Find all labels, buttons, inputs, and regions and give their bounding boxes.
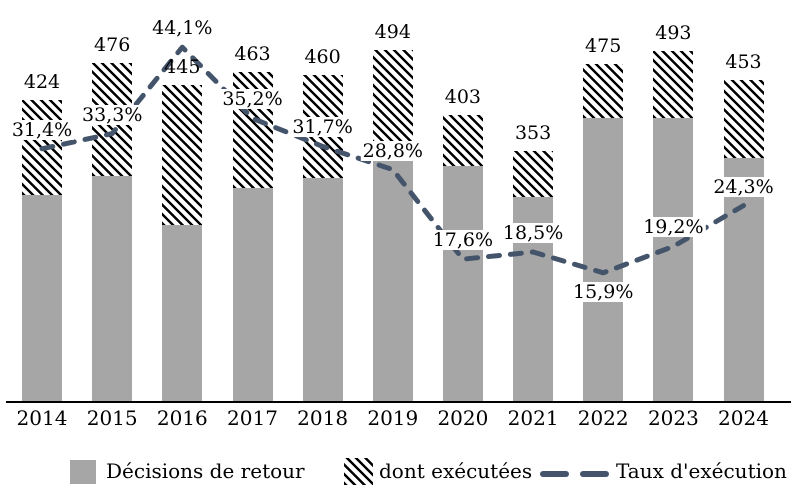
legend-dash-taux-execution [540,471,609,477]
x-axis-label-2019: 2019 [367,406,419,430]
x-axis-label-2020: 2020 [437,406,489,430]
rate-label-2015: 33,3% [80,103,145,126]
legend-swatch-dont-executees [344,458,373,485]
bar-hatched-segment-2024 [723,79,764,158]
x-axis-label-2015: 2015 [86,406,138,430]
bar-hatched-segment-2014 [22,100,62,195]
bar-total-label-2021: 353 [514,121,552,144]
bar-total-label-2019: 494 [374,21,411,44]
x-axis-label-2016: 2016 [156,406,208,430]
bar-2020 [442,115,483,402]
bar-total-label-2020: 403 [444,86,482,109]
legend-label-decisions-de-retour: Décisions de retour [106,459,305,483]
bar-hatched-segment-2020 [442,115,483,166]
bar-total-label-2017: 463 [234,43,271,66]
bar-2014 [22,100,62,402]
bar-total-label-2018: 460 [304,45,341,68]
x-axis-label-2022: 2022 [577,406,629,430]
x-axis-label-2014: 2014 [16,406,68,430]
rate-label-2023: 19,2% [641,216,706,239]
bar-total-label-2014: 424 [23,71,61,94]
bar-total-label-2023: 493 [655,22,692,44]
rate-label-2022: 15,9% [571,280,636,303]
rate-label-2024: 24,3% [711,175,776,198]
bar-2021 [513,150,554,402]
bar-hatched-segment-2019 [372,50,413,152]
bar-total-label-2015: 476 [94,34,131,57]
rate-label-2014: 31,4% [9,118,75,141]
bar-2024 [723,79,764,402]
x-axis-label-2021: 2021 [507,406,559,430]
bar-hatched-segment-2022 [583,63,624,118]
rate-label-2019: 28,8% [360,139,425,162]
x-axis-label-2018: 2018 [297,406,349,430]
legend-label-dont-executees: dont exécutées [379,459,533,483]
rate-label-2018: 31,7% [290,116,355,139]
bar-2017 [232,72,273,402]
x-axis-line [6,401,791,403]
bar-2022 [583,63,624,402]
bar-hatched-segment-2023 [653,51,694,119]
bar-hatched-segment-2016 [162,85,203,225]
x-axis-label-2023: 2023 [647,406,699,430]
rate-label-2017: 35,2% [220,88,285,111]
rate-label-2021: 18,5% [500,222,566,244]
legend-swatch-decisions-de-retour [70,460,96,484]
bar-total-label-2024: 453 [725,50,762,73]
rate-label-2020: 17,6% [430,229,496,252]
rate-label-2016: 44,1% [150,17,215,40]
bar-total-label-2016: 445 [164,56,201,79]
bar-2016 [162,85,203,402]
legend-label-taux-execution: Taux d'exécution [616,459,787,483]
x-axis-label-2017: 2017 [227,406,278,430]
bar-total-label-2022: 475 [585,34,622,57]
bar-2019 [372,50,413,402]
bar-hatched-segment-2021 [513,150,554,198]
x-axis-label-2024: 2024 [718,406,769,430]
